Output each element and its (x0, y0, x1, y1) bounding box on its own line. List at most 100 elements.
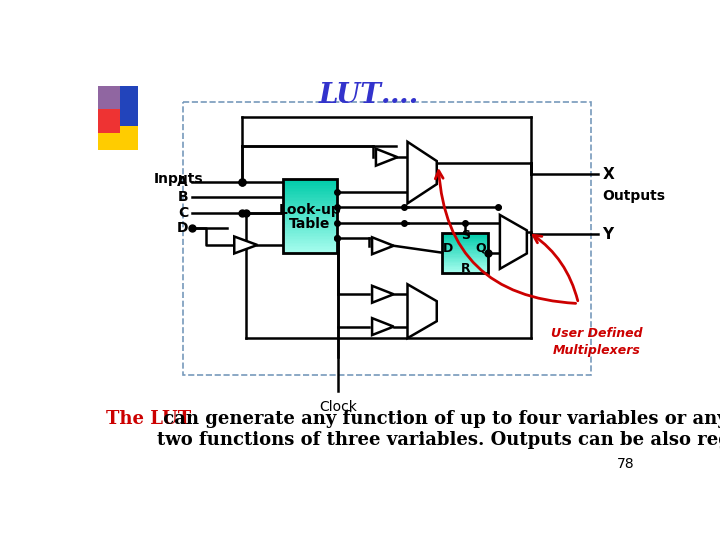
Bar (283, 239, 337, 240)
Bar (283, 249, 337, 251)
Bar (442, 233, 488, 273)
Bar (283, 182, 337, 183)
Bar (283, 213, 337, 214)
Text: Y: Y (603, 227, 613, 242)
Bar (283, 194, 337, 195)
Bar (442, 256, 488, 258)
Bar (442, 247, 488, 249)
Bar (283, 183, 337, 185)
Bar (442, 258, 488, 259)
Bar (442, 249, 488, 250)
Text: User Defined
Multiplexers: User Defined Multiplexers (551, 327, 643, 356)
Text: D: D (176, 221, 188, 235)
Bar (283, 188, 337, 189)
Bar (283, 206, 337, 207)
Bar (283, 219, 337, 220)
Polygon shape (500, 215, 527, 269)
Bar (442, 246, 488, 247)
Bar (283, 208, 337, 210)
Bar (442, 259, 488, 261)
Bar (98, 86, 138, 126)
Bar (283, 191, 337, 192)
Bar (283, 212, 337, 213)
Bar (283, 195, 337, 197)
Bar (442, 262, 488, 264)
Bar (442, 242, 488, 244)
Bar (283, 240, 337, 241)
Bar (283, 216, 337, 218)
Bar (442, 267, 488, 269)
Text: D: D (444, 241, 454, 254)
Text: R: R (460, 262, 470, 275)
Bar (283, 180, 337, 182)
Bar (283, 189, 337, 191)
Bar (98, 110, 120, 132)
Bar (442, 270, 488, 272)
Bar (442, 245, 488, 246)
Bar (283, 186, 337, 188)
Bar (283, 227, 337, 228)
Bar (283, 179, 337, 253)
Bar (283, 230, 337, 231)
Bar (442, 264, 488, 265)
Text: Clock: Clock (319, 400, 357, 414)
Bar (442, 255, 488, 256)
Bar (442, 238, 488, 239)
Bar (283, 200, 337, 201)
Bar (442, 269, 488, 270)
Bar (283, 241, 337, 243)
Text: Inputs: Inputs (153, 172, 203, 186)
Polygon shape (408, 284, 437, 338)
Bar (283, 210, 337, 212)
Bar (283, 220, 337, 222)
Bar (183, 102, 590, 375)
Bar (283, 251, 337, 252)
Bar (442, 244, 488, 245)
Bar (442, 235, 488, 237)
Polygon shape (234, 237, 257, 253)
Bar (283, 218, 337, 219)
Bar (283, 179, 337, 180)
Polygon shape (372, 286, 394, 303)
Text: S: S (461, 230, 469, 242)
Bar (283, 197, 337, 198)
Bar (283, 243, 337, 245)
Text: can generate any function of up to four variables or any
two functions of three : can generate any function of up to four … (157, 410, 720, 449)
Text: B: B (177, 190, 188, 204)
Bar (442, 265, 488, 266)
FancyArrowPatch shape (436, 171, 576, 303)
Bar (283, 201, 337, 202)
Text: Look-up: Look-up (279, 202, 341, 217)
Bar (442, 272, 488, 273)
Bar (442, 251, 488, 253)
Text: C: C (178, 206, 188, 220)
Bar (98, 86, 120, 110)
Bar (283, 247, 337, 249)
Text: 78: 78 (617, 457, 634, 471)
Bar (442, 261, 488, 262)
Bar (283, 252, 337, 253)
Bar (442, 233, 488, 234)
Text: X: X (603, 167, 614, 181)
Text: The LUT: The LUT (106, 410, 191, 428)
Text: Outputs: Outputs (603, 188, 665, 202)
Bar (442, 250, 488, 251)
Polygon shape (372, 237, 394, 254)
Text: Q: Q (475, 241, 486, 254)
Bar (283, 228, 337, 230)
Bar (283, 204, 337, 206)
Text: LUT….: LUT…. (319, 82, 419, 109)
Bar (442, 237, 488, 238)
Bar (283, 214, 337, 216)
Bar (283, 224, 337, 225)
Bar (283, 245, 337, 246)
Bar (283, 222, 337, 224)
Polygon shape (372, 318, 394, 335)
Bar (283, 233, 337, 234)
Bar (283, 207, 337, 208)
Text: Table: Table (289, 217, 330, 231)
Bar (283, 246, 337, 247)
Polygon shape (408, 142, 437, 204)
Bar (98, 110, 138, 150)
Bar (283, 202, 337, 204)
